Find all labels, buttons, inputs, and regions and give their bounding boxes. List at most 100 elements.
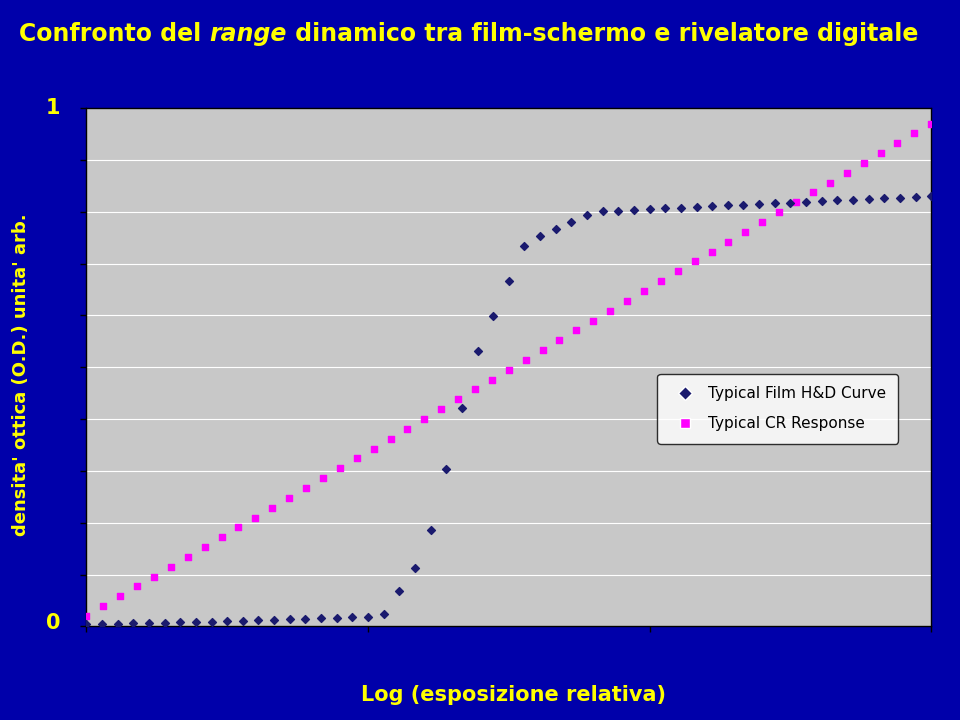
Typical CR Response (180, 552, 196, 563)
Typical CR Response (399, 423, 415, 435)
Typical CR Response (197, 541, 212, 553)
Typical CR Response (906, 127, 922, 139)
Typical Film H&D Curve (689, 201, 705, 212)
Typical CR Response (721, 236, 736, 248)
Typical CR Response (839, 167, 854, 179)
Typical CR Response (96, 600, 111, 612)
Typical Film H&D Curve (611, 204, 626, 216)
Typical CR Response (788, 197, 804, 208)
Typical CR Response (315, 472, 330, 484)
Typical Film H&D Curve (799, 196, 814, 207)
Typical Film H&D Curve (673, 202, 688, 213)
Typical Film H&D Curve (141, 617, 156, 629)
Typical Film H&D Curve (486, 310, 501, 322)
Typical Film H&D Curve (564, 216, 579, 228)
Typical CR Response (248, 512, 263, 523)
Typical CR Response (417, 413, 432, 425)
Typical CR Response (619, 295, 635, 307)
Typical Film H&D Curve (501, 275, 516, 287)
Typical Film H&D Curve (861, 193, 876, 204)
Typical Film H&D Curve (188, 616, 204, 628)
Typical Film H&D Curve (407, 562, 422, 573)
Typical CR Response (281, 492, 297, 503)
Typical Film H&D Curve (579, 209, 594, 220)
Typical CR Response (468, 384, 483, 395)
Typical CR Response (873, 148, 888, 159)
Typical CR Response (856, 157, 872, 168)
Typical Film H&D Curve (345, 611, 360, 623)
Typical Film H&D Curve (782, 197, 798, 208)
Typical Film H&D Curve (892, 192, 907, 203)
Typical CR Response (653, 275, 668, 287)
Text: densita' ottica (O.D.) unita' arb.: densita' ottica (O.D.) unita' arb. (12, 213, 30, 536)
Typical Film H&D Curve (94, 618, 109, 629)
Typical CR Response (755, 216, 770, 228)
Typical Film H&D Curve (814, 195, 829, 207)
Typical CR Response (568, 325, 584, 336)
Typical Film H&D Curve (642, 203, 658, 215)
Typical Film H&D Curve (767, 197, 782, 209)
Typical Film H&D Curve (705, 200, 720, 212)
Typical Film H&D Curve (423, 523, 439, 535)
Typical Film H&D Curve (720, 199, 735, 211)
Typical Film H&D Curve (516, 240, 532, 251)
Typical CR Response (737, 226, 753, 238)
Typical CR Response (636, 285, 652, 297)
Typical CR Response (163, 561, 179, 572)
Typical CR Response (265, 502, 280, 513)
Typical Film H&D Curve (658, 202, 673, 214)
Typical CR Response (687, 256, 703, 267)
Typical Film H&D Curve (251, 615, 266, 626)
Typical CR Response (230, 521, 246, 533)
Typical CR Response (434, 403, 449, 415)
Typical CR Response (299, 482, 314, 494)
Text: 0: 0 (45, 613, 60, 633)
Typical Film H&D Curve (376, 608, 392, 619)
Typical Film H&D Curve (267, 614, 282, 626)
Typical CR Response (924, 118, 939, 130)
Typical Film H&D Curve (454, 402, 469, 414)
Typical CR Response (535, 344, 550, 356)
Typical CR Response (112, 590, 128, 602)
Text: Confronto del: Confronto del (19, 22, 209, 45)
Typical Film H&D Curve (846, 194, 861, 205)
Typical CR Response (518, 354, 534, 366)
Typical Film H&D Curve (548, 223, 564, 235)
Typical Film H&D Curve (626, 204, 641, 215)
Typical CR Response (484, 374, 499, 385)
Typical CR Response (214, 531, 229, 543)
Typical Film H&D Curve (752, 198, 767, 210)
Typical Film H&D Curve (110, 618, 126, 629)
Text: 1: 1 (45, 98, 60, 118)
Typical Film H&D Curve (439, 463, 454, 474)
Typical Film H&D Curve (735, 199, 751, 210)
Typical CR Response (552, 335, 567, 346)
Typical CR Response (130, 581, 145, 593)
Typical Film H&D Curve (220, 616, 235, 627)
Legend: Typical Film H&D Curve, Typical CR Response: Typical Film H&D Curve, Typical CR Respo… (658, 374, 899, 444)
Typical CR Response (383, 433, 398, 444)
Typical CR Response (450, 394, 466, 405)
Typical Film H&D Curve (282, 613, 298, 625)
Typical CR Response (670, 266, 685, 277)
Typical CR Response (772, 207, 787, 218)
Typical CR Response (501, 364, 516, 376)
Typical CR Response (332, 462, 348, 474)
Typical Film H&D Curve (313, 613, 328, 624)
Typical CR Response (146, 571, 161, 582)
Typical CR Response (366, 443, 381, 454)
Typical CR Response (586, 315, 601, 326)
Typical CR Response (603, 305, 618, 317)
Typical Film H&D Curve (235, 615, 251, 626)
Typical Film H&D Curve (204, 616, 219, 627)
Typical Film H&D Curve (126, 618, 141, 629)
Typical Film H&D Curve (329, 612, 345, 624)
Typical CR Response (79, 611, 94, 622)
Typical Film H&D Curve (156, 617, 172, 629)
Typical Film H&D Curve (533, 230, 548, 242)
Typical Film H&D Curve (829, 194, 845, 206)
Typical CR Response (822, 177, 837, 189)
Typical Film H&D Curve (79, 618, 94, 629)
Typical CR Response (805, 186, 821, 198)
Typical Film H&D Curve (173, 616, 188, 628)
